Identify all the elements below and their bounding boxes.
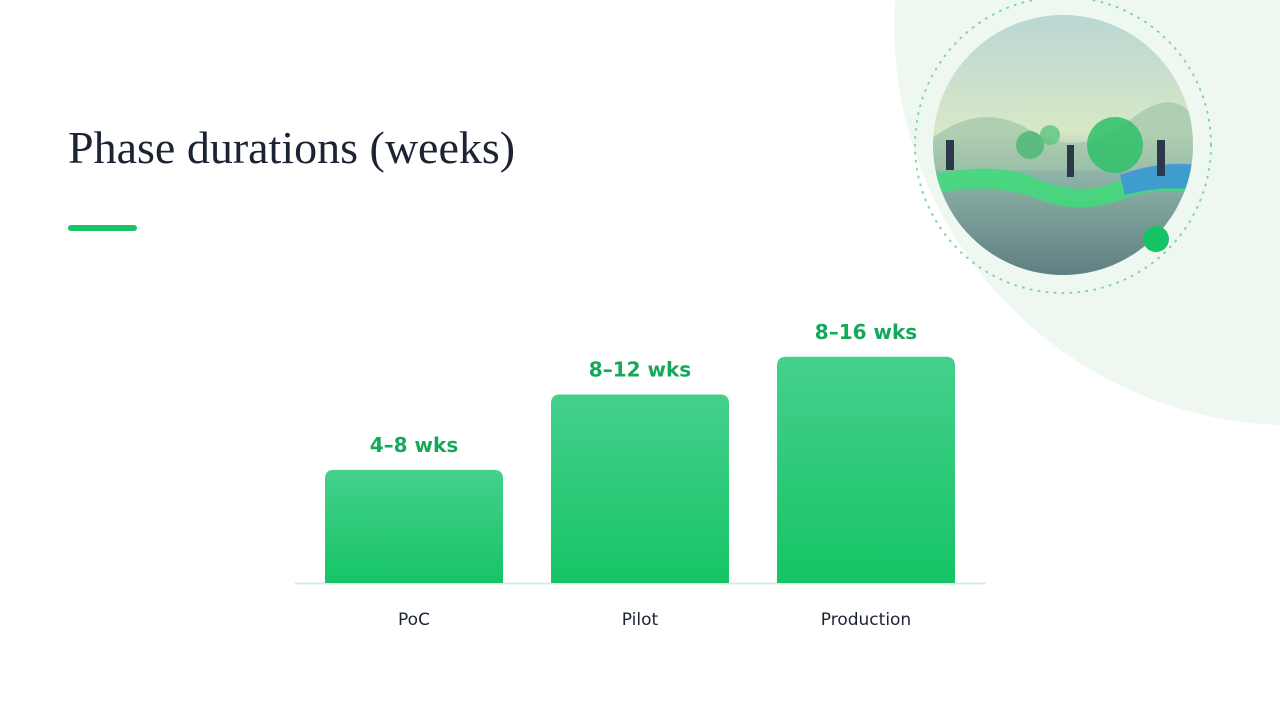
bar [777,356,955,583]
dotted-ring [914,0,1212,294]
value-label: 8–12 wks [589,358,691,382]
title-accent [68,225,137,231]
x-tick-label: Pilot [622,610,659,630]
chart-title: Phase durations (weeks) [68,122,515,173]
bar [551,394,729,583]
x-tick-label: Production [821,610,911,630]
value-label: 4–8 wks [370,433,458,457]
bar [325,469,503,583]
value-label: 8–16 wks [815,320,917,344]
x-tick-label: PoC [398,610,430,630]
accent-dot [1143,226,1169,252]
